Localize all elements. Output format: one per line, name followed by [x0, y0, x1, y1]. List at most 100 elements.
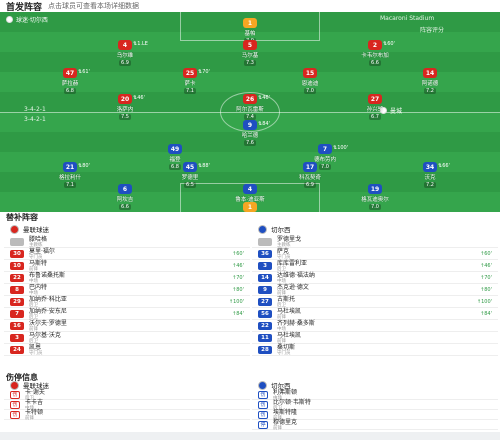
injury-name: 卡·谢夫: [25, 388, 45, 396]
away-player[interactable]: 6 阿坎吉 6.6: [97, 184, 153, 210]
injury-row[interactable]: 伤利弗斯顿 中场: [252, 388, 498, 401]
sub-name: 库库雷利亚: [277, 259, 308, 267]
injury-row[interactable]: 伤卡·谢夫 后卫: [4, 388, 250, 401]
sub-row[interactable]: 7 加纳乔·安东尼 后卫 ↑84': [4, 308, 250, 320]
sub-position: 后卫: [29, 338, 38, 344]
sub-position: 后卫: [277, 266, 286, 272]
away-player[interactable]: 9 哈兰德 7.6 ⇅84': [222, 120, 278, 146]
away-crest-icon: [258, 224, 267, 234]
player-name: 阿尔瓦雷斯: [236, 107, 264, 113]
injury-row[interactable]: 伤埃斯特隆 前锋: [252, 409, 498, 421]
injury-icon: 伤: [258, 390, 268, 399]
sub-row[interactable]: 56 马杜埃凯 前锋 ↑84': [252, 308, 498, 320]
sub-row[interactable]: 27 古斯托 后卫 ↑100': [252, 296, 498, 308]
player-name: 萨拉赫: [61, 81, 79, 87]
away-player[interactable]: 34 沃克 7.2 ⇅66': [402, 162, 458, 188]
home-player[interactable]: 14 阿诺德 7.2: [402, 68, 458, 94]
player-number: 19: [368, 184, 382, 194]
sub-row[interactable]: 3 马尔基·沃克 后卫: [4, 332, 250, 344]
sub-number: 22: [10, 273, 24, 282]
sub-row[interactable]: 14 达维德·福法纳 中场 ↑70': [252, 272, 498, 284]
away-player[interactable]: 1埃德森7.2: [222, 202, 278, 212]
away-player[interactable]: 7 德布劳内 7.0 ⇅100': [297, 144, 353, 170]
away-team-name: 曼城: [390, 108, 403, 115]
player-name: 罗德里: [181, 175, 199, 181]
home-player[interactable]: 26 阿尔瓦雷斯 7.4 ⇅46': [222, 94, 278, 120]
away-subs-list: 罗德里戈 主教练 36 萨克 守门员 ↑60' 3 库库雷利亚 后卫 ↑46' 14 达维德·福法纳中…: [252, 236, 498, 356]
sub-row[interactable]: 29 加纳乔·科比亚 后卫 ↑100': [4, 296, 250, 308]
sub-info: 齐列赫·桑多斯 中场: [277, 320, 315, 332]
away-player[interactable]: 21 格拉利什 7.1 ⇅80': [42, 162, 98, 188]
sub-row[interactable]: 罗德里戈 主教练: [252, 236, 498, 248]
sub-position: 主教练: [29, 242, 43, 248]
injury-name: 穆德里克: [273, 418, 298, 426]
sub-position: 中场: [29, 290, 38, 296]
home-player[interactable]: 25 萨卡 7.1 ⇅70': [162, 68, 218, 94]
sub-row[interactable]: 28 桑切斯 守门员: [252, 344, 498, 356]
player-number: 20: [118, 94, 132, 104]
sub-name: 马斯特: [29, 259, 48, 267]
away-player[interactable]: 19 格瓦迪奥尔 7.0: [347, 184, 403, 210]
sub-in-time: ↑100': [476, 298, 492, 305]
away-crest-icon: [258, 380, 267, 390]
sub-name: 杰克逊·德文: [277, 283, 309, 291]
injury-info: 比尔顿·韦斯特 后卫: [273, 399, 311, 411]
sub-info: 杰克逊·德文 前锋: [277, 284, 309, 296]
injury-row[interactable]: 伤卡特顿 前锋: [4, 409, 250, 421]
away-player[interactable]: 49 福登 6.8: [147, 144, 203, 170]
sub-position: 后卫: [29, 314, 38, 320]
injury-position: 后卫: [25, 395, 34, 401]
player-number: 45: [183, 162, 197, 172]
sub-in-time: ↑80': [232, 286, 244, 293]
injury-row[interactable]: 停穆德里克 前锋: [252, 418, 498, 431]
sub-row[interactable]: 30 莫里·福尔 守门员 ↑60': [4, 248, 250, 260]
substitution-time: ⇅88': [198, 163, 210, 169]
coach-icon: [10, 237, 24, 246]
player-rating: 6.6: [119, 204, 131, 210]
player-rating: 7.5: [119, 114, 131, 120]
home-team-name: 球迷·切尔西: [16, 17, 48, 24]
home-player[interactable]: 2 卡韦尔布加 6.6 ⇅60': [347, 40, 403, 66]
sub-info: 桑切斯 守门员: [277, 344, 295, 356]
sub-row[interactable]: 16 沃尔夫·罗德里 前锋: [4, 320, 250, 332]
home-player[interactable]: 15 恩迪迪 7.0: [282, 68, 338, 94]
player-name: 孙兴慜: [366, 107, 384, 113]
home-player[interactable]: 20 洛萨内 7.5 ⇅46': [97, 94, 153, 120]
sub-row[interactable]: 22 齐列赫·桑多斯 中场: [252, 320, 498, 332]
sub-row[interactable]: 11 马杜埃凯 前锋: [252, 332, 498, 344]
home-injuries-list: 伤卡·谢夫 后卫伤卡卡吉 中场伤卡特顿 前锋: [4, 388, 250, 421]
sub-row[interactable]: 36 萨克 守门员 ↑60': [252, 248, 498, 260]
home-injuries-column: 曼联球迷 伤卡·谢夫 后卫伤卡卡吉 中场伤卡特顿 前锋: [4, 380, 250, 421]
player-rating: 7.1: [184, 88, 196, 94]
substitution-time: ⇅46': [258, 95, 270, 101]
home-player[interactable]: 5 马尔基 7.3: [222, 40, 278, 66]
injuries-title: 伤停信息: [6, 373, 38, 382]
away-player[interactable]: 45 罗德里 6.5 ⇅88': [162, 162, 218, 188]
player-rating: 6.6: [369, 60, 381, 66]
sub-row[interactable]: 滕哈格 主教练: [4, 236, 250, 248]
home-player[interactable]: 47 萨拉赫 6.8 ⇅61': [42, 68, 98, 94]
sub-row[interactable]: 8 巴内特 中场 ↑80': [4, 284, 250, 296]
injury-row[interactable]: 伤卡卡吉 中场: [4, 399, 250, 411]
sub-row[interactable]: 3 库库雷利亚 后卫 ↑46': [252, 260, 498, 272]
player-rating: 7.0: [319, 164, 331, 170]
sub-info: 莫里·福尔 守门员: [29, 248, 55, 260]
sub-row[interactable]: 22 布鲁诺桑托斯 中场 ↑70': [4, 272, 250, 284]
sub-number: 10: [10, 261, 24, 270]
sub-info: 达维德·福法纳 中场: [277, 272, 315, 284]
sub-name: 萨克: [277, 247, 290, 255]
sub-row[interactable]: 24 凯恩 守门员: [4, 344, 250, 356]
sub-name: 马杜埃凯: [277, 331, 302, 339]
coach-icon: [258, 237, 272, 246]
subs-title: 替补阵容: [6, 213, 38, 222]
away-player[interactable]: 17 科瓦契奇 6.9: [282, 162, 338, 188]
sub-position: 前锋: [29, 266, 38, 272]
injury-row[interactable]: 伤比尔顿·韦斯特 后卫: [252, 399, 498, 411]
home-player[interactable]: 4 乌尔维 6.9 ⇅1.LE: [97, 40, 153, 66]
sub-row[interactable]: 9 杰克逊·德文 前锋 ↑80': [252, 284, 498, 296]
sub-row[interactable]: 10 马斯特 前锋 ↑46': [4, 260, 250, 272]
sub-info: 沃尔夫·罗德里 前锋: [29, 320, 67, 332]
substitution-time: ⇅100': [333, 145, 349, 151]
home-player[interactable]: 27 孙兴慜 6.7: [347, 94, 403, 120]
injury-name: 利弗斯顿: [273, 388, 298, 396]
